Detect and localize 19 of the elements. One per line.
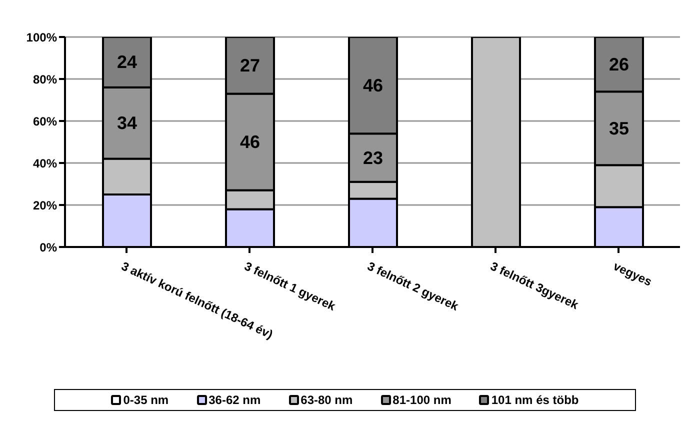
legend-label: 81-100 nm [392, 393, 452, 407]
legend-label: 101 nm és több [490, 393, 579, 407]
y-tick-label: 100% [26, 30, 58, 44]
legend-label: 63-80 nm [300, 393, 353, 407]
y-tick-label: 0% [40, 240, 58, 254]
data-label: 23 [362, 148, 384, 168]
data-label: 24 [116, 52, 138, 72]
data-label: 27 [240, 55, 260, 76]
y-tick-label: 80% [32, 72, 58, 86]
legend-label: 36-62 nm [208, 393, 261, 407]
legend-label: 0-35 nm [122, 393, 169, 407]
data-label: 34 [116, 113, 138, 134]
data-label: 46 [240, 132, 260, 152]
y-tick-label: 60% [32, 114, 58, 128]
data-label: 26 [608, 54, 630, 74]
y-tick-label: 20% [32, 198, 58, 212]
data-label: 46 [362, 75, 384, 96]
data-label: 35 [608, 118, 630, 138]
y-tick-label: 40% [32, 156, 58, 170]
